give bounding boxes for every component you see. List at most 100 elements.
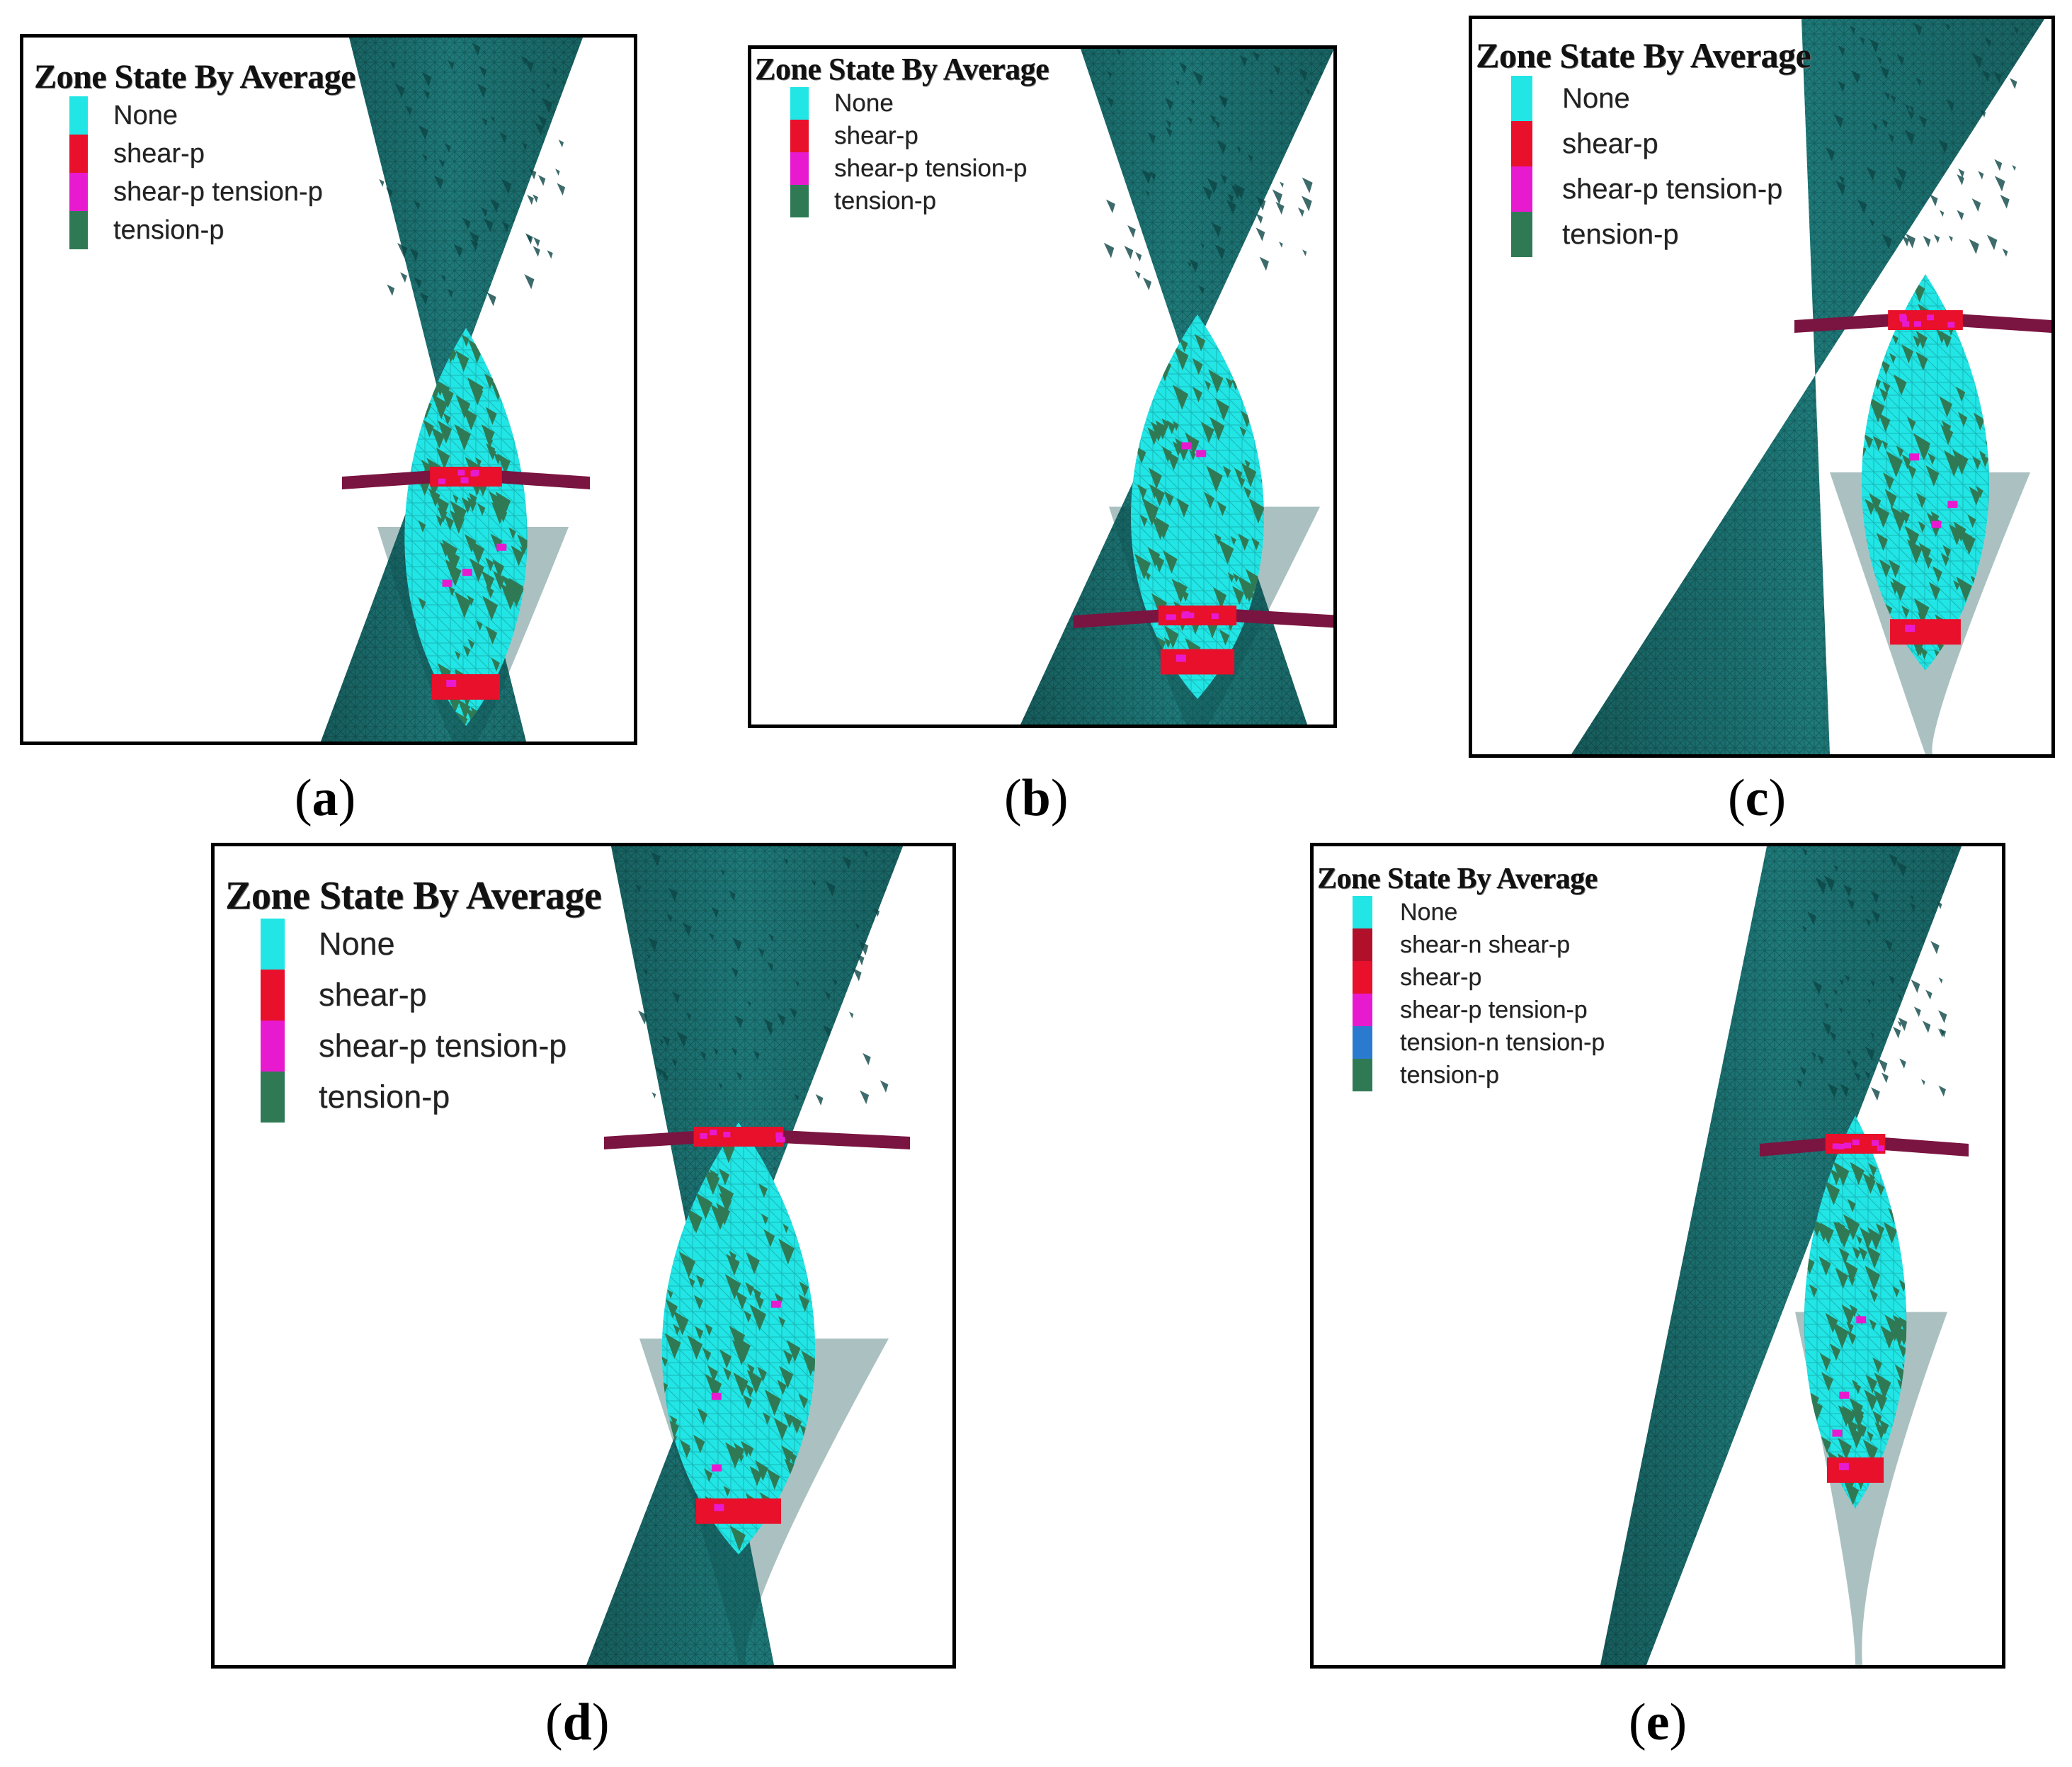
legend-label: tension-p (834, 187, 936, 215)
legend-swatch-tension-p (1353, 1059, 1372, 1091)
legend-label: None (834, 89, 894, 117)
legend-item: None (790, 87, 1049, 120)
legend-swatch-shear-p-tension-p (790, 152, 809, 185)
shear-zone-bottom (1826, 1457, 1884, 1483)
legend-swatch-none (790, 87, 809, 120)
legend-label: shear-p (1400, 963, 1482, 991)
legend-item: shear-p tension-p (1353, 994, 1605, 1026)
legend-label: shear-p (834, 122, 918, 149)
legend-title: Zone State By Average (755, 52, 1049, 86)
legend-label: tension-p (1400, 1061, 1499, 1089)
legend-swatch-shear-p-tension-p (69, 173, 88, 211)
legend-title: Zone State By Average (225, 874, 602, 918)
model-render-e (1600, 846, 1969, 1665)
legend-label: shear-p tension-p (319, 1028, 567, 1064)
panel-e: Zone State By Average None shear-n shear-p… (1310, 843, 2005, 1669)
caption-c: (c) (1728, 769, 1787, 827)
legend-label: shear-p tension-p (113, 176, 323, 207)
legend-list: None shear-p shear-p tension-p tension-p (1511, 76, 1811, 257)
legend-item: shear-p tension-p (1511, 166, 1811, 212)
legend-swatch-tension-n-tension-p (1353, 1026, 1372, 1059)
caption-a: (a) (295, 769, 356, 827)
panel-b: Zone State By Average None shear-p shear-p … (748, 45, 1337, 728)
legend-swatch-shear-n-shear-p (1353, 928, 1372, 961)
legend-item: shear-p (1511, 121, 1811, 166)
legend-list: None shear-p shear-p tension-p tension-p (261, 919, 601, 1123)
legend-swatch-none (261, 919, 285, 970)
model-render-d (586, 846, 910, 1665)
legend-swatch-shear-p (790, 120, 809, 152)
legend-item: shear-n shear-p (1353, 928, 1605, 961)
legend-swatch-shear-p-tension-p (261, 1021, 285, 1072)
panel-c: Zone State By Average None shear-p shear-p … (1469, 16, 2055, 758)
legend-item: None (1511, 76, 1811, 121)
model-render-c (1571, 19, 2051, 754)
legend-item: shear-p tension-p (790, 152, 1049, 185)
legend-swatch-shear-p (261, 970, 285, 1021)
model-render-b (1020, 49, 1333, 725)
legend-item: shear-p (1353, 961, 1605, 994)
legend-title: Zone State By Average (34, 58, 355, 96)
legend-swatch-tension-p (1511, 212, 1532, 257)
legend-item: tension-p (1511, 212, 1811, 257)
excavation-zone (404, 328, 528, 726)
legend-swatch-tension-p (261, 1072, 285, 1123)
caption-e: (e) (1629, 1693, 1687, 1751)
legend-item: None (1353, 896, 1605, 928)
model-render-a (321, 38, 590, 742)
legend-label: tension-p (1562, 218, 1679, 250)
legend-swatch-none (1353, 896, 1372, 928)
legend-a: Zone State By Average None shear-p shear-p … (34, 57, 355, 249)
legend-label: tension-n tension-p (1400, 1028, 1605, 1056)
legend-list: None shear-p shear-p tension-p tension-p (790, 87, 1049, 217)
caption-b: (b) (1004, 769, 1069, 827)
legend-item: tension-p (1353, 1059, 1605, 1091)
shear-zone-bottom (1890, 619, 1961, 645)
legend-swatch-shear-p (1353, 961, 1372, 994)
legend-label: shear-p tension-p (1400, 996, 1588, 1023)
legend-item: shear-p (69, 135, 355, 173)
legend-label: shear-p (319, 977, 427, 1013)
legend-swatch-shear-p (1511, 121, 1532, 166)
legend-swatch-tension-p (69, 211, 88, 249)
legend-label: shear-p (113, 138, 205, 169)
legend-swatch-none (1511, 76, 1532, 121)
legend-list: None shear-n shear-p shear-p shear-p tensio… (1353, 896, 1605, 1091)
legend-item: None (261, 919, 601, 970)
legend-label: shear-n shear-p (1400, 931, 1571, 958)
legend-swatch-shear-p-tension-p (1511, 166, 1532, 212)
legend-label: None (319, 926, 395, 962)
legend-swatch-shear-p (69, 135, 88, 173)
legend-b: Zone State By Average None shear-p shear-p … (755, 51, 1049, 217)
legend-swatch-tension-p (790, 185, 809, 217)
legend-list: None shear-p shear-p tension-p tension-p (69, 96, 355, 249)
legend-label: shear-p tension-p (1562, 173, 1783, 205)
legend-item: shear-p (261, 970, 601, 1021)
legend-label: tension-p (319, 1079, 450, 1115)
legend-item: shear-p (790, 120, 1049, 152)
caption-d: (d) (545, 1693, 610, 1751)
legend-label: None (1562, 82, 1630, 114)
legend-swatch-none (69, 96, 88, 135)
legend-item: tension-p (261, 1072, 601, 1123)
legend-label: shear-p tension-p (834, 154, 1028, 182)
legend-label: None (113, 100, 178, 130)
legend-item: tension-p (69, 211, 355, 249)
legend-swatch-shear-p-tension-p (1353, 994, 1372, 1026)
legend-title: Zone State By Average (1476, 35, 1811, 75)
legend-item: None (69, 96, 355, 135)
legend-e: Zone State By Average None shear-n shear-p… (1317, 862, 1605, 1091)
legend-title: Zone State By Average (1317, 863, 1598, 895)
legend-label: shear-p (1562, 127, 1658, 159)
legend-item: shear-p tension-p (261, 1021, 601, 1072)
legend-c: Zone State By Average None shear-p shear-p … (1476, 35, 1811, 257)
legend-item: tension-n tension-p (1353, 1026, 1605, 1059)
shear-zone-bottom (1160, 649, 1235, 675)
shear-zone-bottom (431, 674, 501, 700)
legend-item: shear-p tension-p (69, 173, 355, 211)
legend-item: tension-p (790, 185, 1049, 217)
panel-d: Zone State By Average None shear-p shear-p … (211, 843, 956, 1669)
legend-d: Zone State By Average None shear-p shear-p … (225, 873, 602, 1123)
legend-label: tension-p (113, 215, 224, 245)
panel-a: Zone State By Average None shear-p shear-p … (20, 34, 637, 745)
